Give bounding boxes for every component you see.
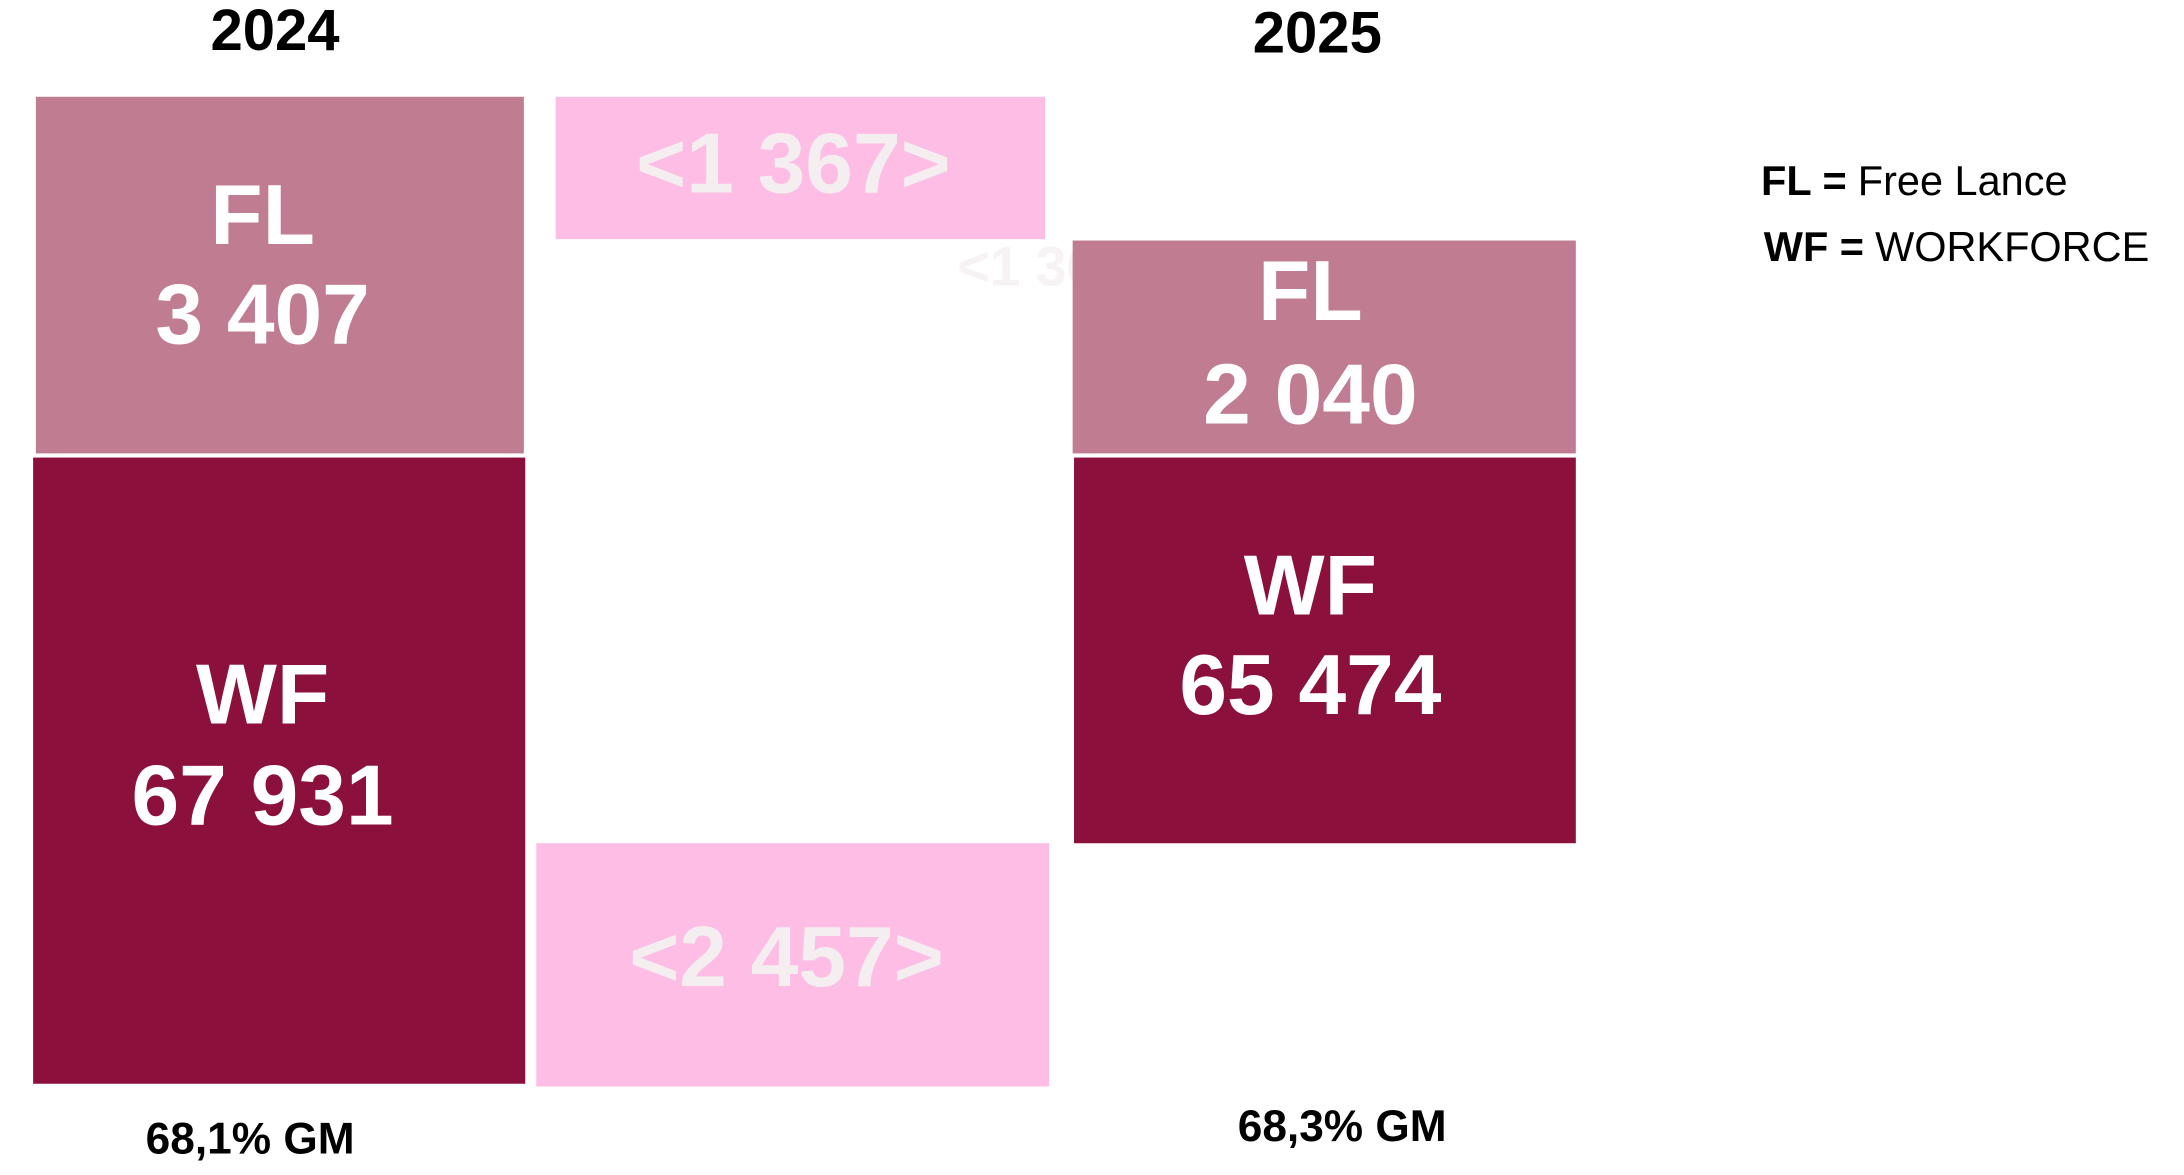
year-label: 2024 [210, 0, 339, 63]
legend-entry: WF = WORKFORCE [1764, 223, 2149, 270]
box-label: FL [210, 167, 315, 263]
wf-box [33, 457, 526, 1084]
legend-term: WF = [1764, 223, 1864, 270]
change-box [555, 96, 1045, 240]
box-value: 67 931 [132, 747, 394, 843]
legend-definition: WORKFORCE [1875, 223, 2149, 270]
box-label: WF [1244, 537, 1377, 633]
change-value: <1 367> [636, 116, 951, 212]
legend-term: FL = [1761, 157, 1847, 204]
margin-label: 68,1% GM [146, 1115, 355, 1164]
year-label: 2025 [1253, 1, 1382, 66]
wf-box [1074, 457, 1576, 844]
fl-box [1072, 240, 1576, 454]
box-value: 65 474 [1179, 637, 1441, 733]
margin-label: 68,3% GM [1238, 1102, 1447, 1151]
legend-definition: Free Lance [1858, 157, 2068, 204]
legend-entry: FL = Free Lance [1761, 157, 2067, 204]
box-value: 2 040 [1203, 347, 1417, 443]
box-value: 3 407 [155, 266, 369, 362]
box-label: FL [1258, 243, 1363, 339]
fl-box [35, 96, 524, 454]
change-value: <2 457> [629, 909, 944, 1005]
box-label: WF [196, 646, 329, 742]
change-box [536, 843, 1050, 1087]
